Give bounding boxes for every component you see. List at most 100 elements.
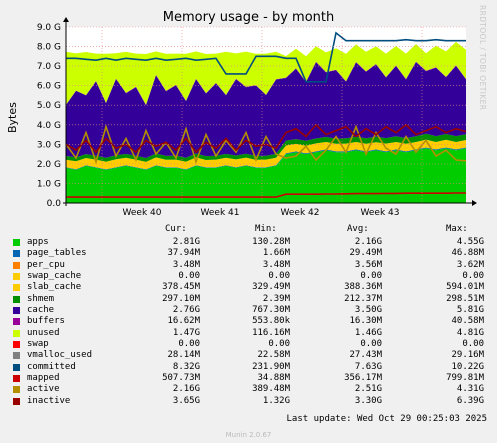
y-tick-label: 2.0 G — [37, 160, 61, 170]
y-axis-arrow — [63, 17, 69, 22]
legend-avg-value: 3.56M — [354, 259, 382, 270]
legend-item-committed: committed 8.32G 231.90M 7.63G 10.22G — [0, 362, 497, 373]
legend-avg-value: 356.17M — [344, 372, 382, 383]
legend-avg-value: 7.63G — [354, 361, 382, 372]
legend-swatch — [13, 250, 20, 258]
chart-title: Memory usage - by month — [162, 10, 335, 25]
legend-header-cur: Cur: — [165, 224, 187, 234]
x-axis-arrow — [472, 200, 477, 206]
legend-cur-value: 8.32G — [172, 361, 200, 372]
legend-label: swap_cache — [27, 270, 82, 281]
legend-min-value: 553.80k — [252, 316, 290, 327]
legend-header-min: Min: — [255, 224, 277, 234]
legend-label: apps — [27, 237, 49, 247]
legend-swatch — [13, 374, 20, 382]
watermark-text: RRDTOOL / TOBI OETIKER — [478, 5, 487, 111]
y-tick-label: 9.0 G — [37, 23, 61, 33]
legend-swatch — [13, 295, 20, 303]
legend-item-buffers: buffers 16.62M 553.80k 16.30M 40.58M — [0, 316, 497, 327]
legend-swatch — [13, 284, 20, 292]
legend-item-slab_cache: slab_cache 378.45M 329.49M 388.36M 594.01M — [0, 282, 497, 293]
legend-item-swap_cache: swap_cache 0.00 0.00 0.00 0.00 — [0, 271, 497, 282]
legend-max-value: 29.16M — [451, 350, 484, 361]
legend-cur-value: 1.47G — [172, 327, 200, 338]
area-cache — [66, 62, 466, 158]
legend-min-value: 3.48M — [262, 259, 290, 270]
legend-avg-value: 212.37M — [344, 293, 382, 304]
legend-label: unused — [27, 327, 60, 338]
legend-item-vmalloc_used: vmalloc_used 28.14M 22.58M 27.43M 29.16M — [0, 350, 497, 361]
legend-item-mapped: mapped 507.73M 34.88M 356.17M 799.81M — [0, 373, 497, 384]
y-tick-label: 0.0 — [47, 199, 62, 209]
line-inactive — [65, 123, 467, 154]
area-unused — [66, 41, 466, 105]
legend-cur-value: 16.62M — [167, 316, 200, 327]
legend-min-value: 34.88M — [257, 372, 290, 383]
area-slab_cache — [66, 139, 466, 170]
legend-item-apps: apps 2.81G 130.28M 2.16G 4.55G — [0, 237, 497, 248]
legend-avg-value: 3.50G — [354, 304, 382, 315]
legend-max-value: 298.51M — [446, 293, 484, 304]
legend-item-per_cpu: per_cpu 3.48M 3.48M 3.56M 3.62M — [0, 260, 497, 271]
legend-label: buffers — [27, 316, 65, 327]
y-tick-label: 7.0 G — [37, 62, 61, 72]
legend-label: vmalloc_used — [27, 350, 93, 361]
grid-layer — [66, 26, 466, 203]
legend-min-value: 116.16M — [252, 327, 290, 338]
memory-chart: 0.0 1.0 G 2.0 G 3.0 G 4.0 G 5.0 G 6.0 G 7.0 G 8.… — [37, 17, 477, 218]
legend-swatch — [13, 318, 20, 326]
legend-avg-value: 0.00 — [360, 270, 382, 281]
line-committed — [66, 31, 466, 83]
legend-swatch — [13, 352, 20, 360]
legend-swatch — [13, 272, 20, 280]
legend-label: mapped — [27, 372, 60, 383]
x-ticks: Week 40 Week 41 Week 42 Week 43 — [123, 208, 400, 218]
y-tick-label: 6.0 G — [37, 82, 61, 92]
legend-header-max: Max: — [446, 224, 468, 234]
legend-swatch — [13, 386, 20, 394]
legend-cur-value: 0.00 — [178, 338, 200, 349]
legend-min-value: 0.00 — [268, 338, 290, 349]
legend-cur-value: 2.16G — [172, 384, 200, 395]
legend-min-value: 1.32G — [262, 395, 290, 406]
legend-cur-value: 378.45M — [162, 282, 200, 293]
legend-item-inactive: inactive 3.65G 1.32G 3.30G 6.39G — [0, 396, 497, 407]
legend-cur-value: 3.48M — [172, 259, 200, 270]
line-mapped — [66, 192, 466, 198]
legend-min-value: 22.58M — [257, 350, 290, 361]
legend-cur-value: 2.81G — [172, 237, 200, 247]
legend-max-value: 799.81M — [446, 372, 484, 383]
legend-max-value: 0.00 — [462, 338, 484, 349]
legend-max-value: 4.81G — [456, 327, 484, 338]
legend-max-value: 40.58M — [451, 316, 484, 327]
legend-cur-value: 37.94M — [167, 248, 200, 259]
y-tick-label: 4.0 G — [37, 121, 61, 131]
legend-cur-value: 3.65G — [172, 395, 200, 406]
legend-label: slab_cache — [27, 282, 82, 293]
legend-min-value: 2.39M — [262, 293, 290, 304]
legend-item-unused: unused 1.47G 116.16M 1.46G 4.81G — [0, 328, 497, 339]
legend-min-value: 0.00 — [268, 270, 290, 281]
series-layer — [65, 31, 467, 203]
legend-min-value: 231.90M — [252, 361, 290, 372]
last-update: Last update: Wed Oct 29 00:25:03 2025 — [286, 414, 487, 424]
legend-item-page_tables: page_tables 37.94M 1.66M 29.49M 46.88M — [0, 248, 497, 259]
area-apps — [66, 148, 466, 203]
legend-item-swap: swap 0.00 0.00 0.00 0.00 — [0, 339, 497, 350]
legend-item-cache: cache 2.76G 767.30M 3.50G 5.81G — [0, 305, 497, 316]
legend-cur-value: 0.00 — [178, 270, 200, 281]
legend-avg-value: 2.51G — [354, 384, 382, 395]
legend-cur-value: 2.76G — [172, 304, 200, 315]
legend-label: committed — [27, 361, 76, 372]
legend-avg-value: 27.43M — [349, 350, 382, 361]
legend-label: cache — [27, 304, 55, 315]
legend-swatch — [13, 397, 20, 405]
legend-max-value: 46.88M — [451, 248, 484, 259]
legend-item-shmem: shmem 297.10M 2.39M 212.37M 298.51M — [0, 294, 497, 305]
area-shmem — [66, 133, 466, 162]
legend-max-value: 4.31G — [456, 384, 484, 395]
legend-label: swap — [27, 338, 49, 349]
legend-item-active: active 2.16G 389.48M 2.51G 4.31G — [0, 384, 497, 395]
legend-max-value: 0.00 — [462, 270, 484, 281]
x-tick-label: Week 41 — [201, 208, 240, 218]
